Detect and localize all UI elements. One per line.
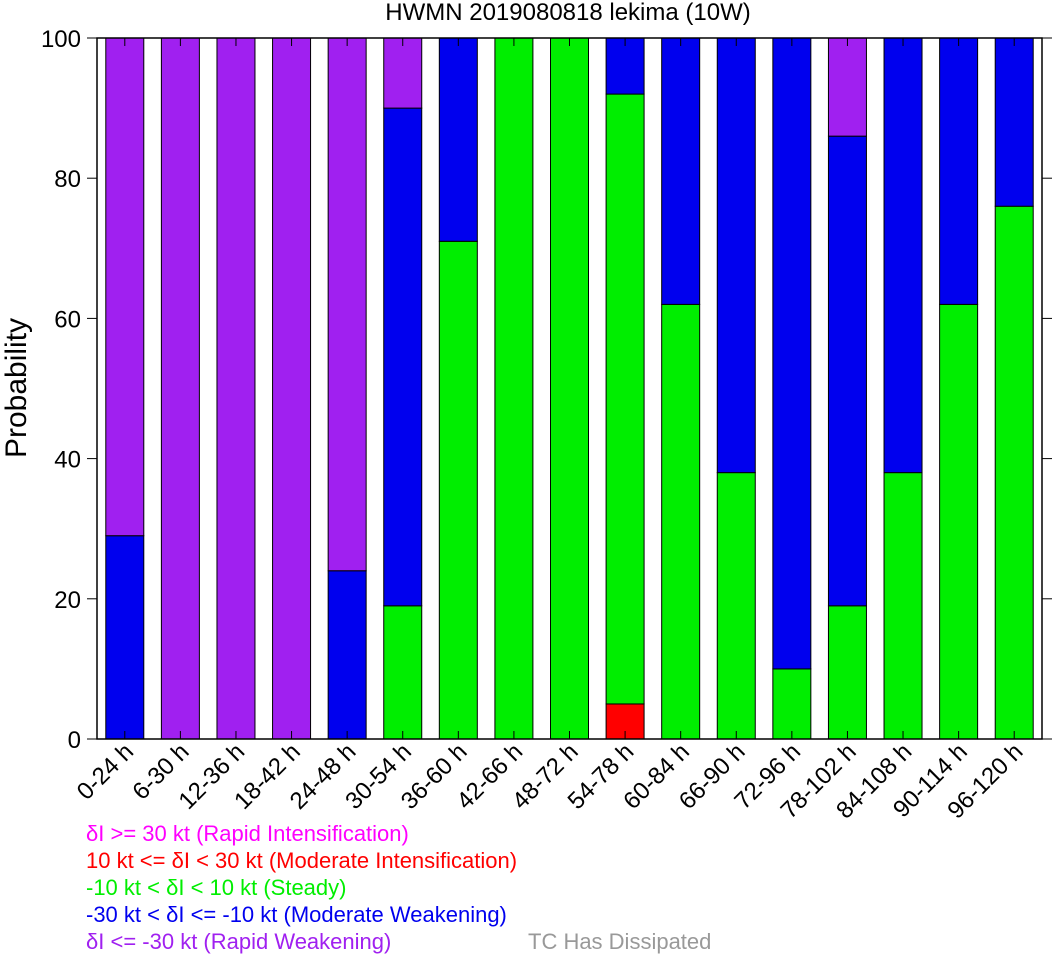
plot-frame <box>96 37 1043 740</box>
bar-steady-12 <box>772 668 812 740</box>
bar-mod_weak-13 <box>827 135 867 607</box>
legend-moderate-weakening: -30 kt < δI <= -10 kt (Moderate Weakenin… <box>86 902 507 927</box>
y-axis-label: Probability <box>0 318 33 458</box>
bar-steady-8 <box>550 37 589 740</box>
bar-steady-9 <box>605 93 645 705</box>
y-tick-label: 100 <box>41 26 81 53</box>
bar-mod_weak-0 <box>105 535 145 740</box>
bar-mod_weak-4 <box>327 570 367 740</box>
bar-steady-14 <box>883 472 923 740</box>
bar-rapid_weak-3 <box>272 37 312 740</box>
bar-rapid_int-13 <box>827 37 867 137</box>
bar-steady-16 <box>994 205 1034 740</box>
bar-mod_weak-12 <box>772 37 812 670</box>
bar-steady-7 <box>494 37 534 740</box>
legend-steady: -10 kt < δI < 10 kt (Steady) <box>86 875 347 900</box>
y-tick-label: 0 <box>68 727 81 754</box>
bar-mod_weak-10 <box>661 37 701 305</box>
legend-rapid-intensification: δI >= 30 kt (Rapid Intensification) <box>86 821 409 846</box>
x-tick-label: 0-24 h <box>72 738 139 805</box>
bars-group <box>105 37 1034 740</box>
legend-moderate-intensification: 10 kt <= δI < 30 kt (Moderate Intensific… <box>86 848 518 873</box>
bar-steady-5 <box>383 605 423 740</box>
legend-dissipated: TC Has Dissipated <box>528 929 712 954</box>
bar-mod_weak-15 <box>939 37 979 305</box>
bar-mod_weak-16 <box>994 37 1034 207</box>
bar-rapid_weak-2 <box>216 37 256 740</box>
bar-rapid_weak-5 <box>383 37 423 109</box>
bar-steady-13 <box>827 605 867 740</box>
y-tick-label: 80 <box>54 166 81 193</box>
y-tick-label: 20 <box>54 587 81 614</box>
bar-rapid_weak-0 <box>105 37 145 537</box>
bar-mod_weak-14 <box>883 37 923 474</box>
bar-rapid_weak-1 <box>160 37 200 740</box>
bar-mod_weak-5 <box>383 107 423 607</box>
bar-steady-11 <box>716 472 756 740</box>
bar-mod_weak-6 <box>438 37 478 242</box>
bar-mod_weak-11 <box>716 37 756 474</box>
bar-rapid_weak-4 <box>327 37 367 572</box>
bar-steady-6 <box>438 240 478 740</box>
y-tick-label: 60 <box>54 306 81 333</box>
bar-mod_weak-9 <box>605 37 645 95</box>
legend: δI >= 30 kt (Rapid Intensification) 10 k… <box>86 820 517 955</box>
legend-rapid-weakening: δI <= -30 kt (Rapid Weakening) <box>86 929 392 954</box>
y-tick-label: 40 <box>54 447 81 474</box>
bar-steady-15 <box>939 303 979 740</box>
bar-steady-10 <box>661 303 701 740</box>
chart-title: HWMN 2019080818 lekima (10W) <box>385 0 750 26</box>
